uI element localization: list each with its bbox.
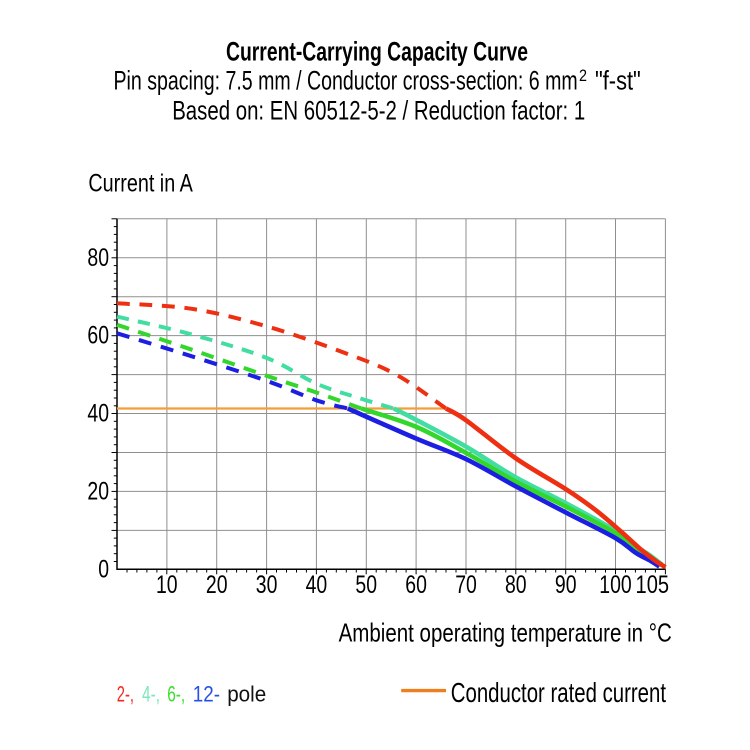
svg-text:Conductor rated current: Conductor rated current <box>451 677 666 708</box>
svg-text:105: 105 <box>636 571 670 599</box>
svg-text:60: 60 <box>405 571 427 599</box>
svg-text:2-,: 2-, <box>117 681 134 706</box>
svg-text:30: 30 <box>256 571 278 599</box>
svg-text:Pin spacing: 7.5 mm / Conducto: Pin spacing: 7.5 mm / Conductor cross-se… <box>114 65 578 95</box>
svg-text:80: 80 <box>505 571 527 599</box>
svg-text:6-,: 6-, <box>167 681 185 706</box>
svg-text:Ambient operating temperature: Ambient operating temperature in °C <box>339 617 672 647</box>
svg-text:Based on: EN 60512-5-2 / Reduc: Based on: EN 60512-5-2 / Reduction facto… <box>172 96 585 126</box>
svg-text:90: 90 <box>555 571 577 599</box>
svg-text:100: 100 <box>599 571 631 599</box>
svg-text:50: 50 <box>355 571 377 599</box>
svg-text:2: 2 <box>579 67 587 85</box>
svg-text:70: 70 <box>455 571 477 599</box>
svg-text:80: 80 <box>87 244 109 272</box>
svg-text:Current-Carrying Capacity Curv: Current-Carrying Capacity Curve <box>226 36 528 66</box>
svg-text:40: 40 <box>306 571 328 599</box>
svg-text:4-,: 4-, <box>142 681 160 706</box>
svg-text:40: 40 <box>87 400 109 428</box>
svg-text:Current in A: Current in A <box>88 169 193 197</box>
svg-text:10: 10 <box>156 571 178 599</box>
svg-text:"f-st": "f-st" <box>595 65 641 95</box>
svg-text:pole: pole <box>227 681 266 706</box>
svg-text:60: 60 <box>87 322 109 350</box>
svg-text:20: 20 <box>87 477 109 505</box>
svg-text:12-: 12- <box>193 681 220 706</box>
svg-text:20: 20 <box>206 571 228 599</box>
svg-text:0: 0 <box>98 555 109 583</box>
